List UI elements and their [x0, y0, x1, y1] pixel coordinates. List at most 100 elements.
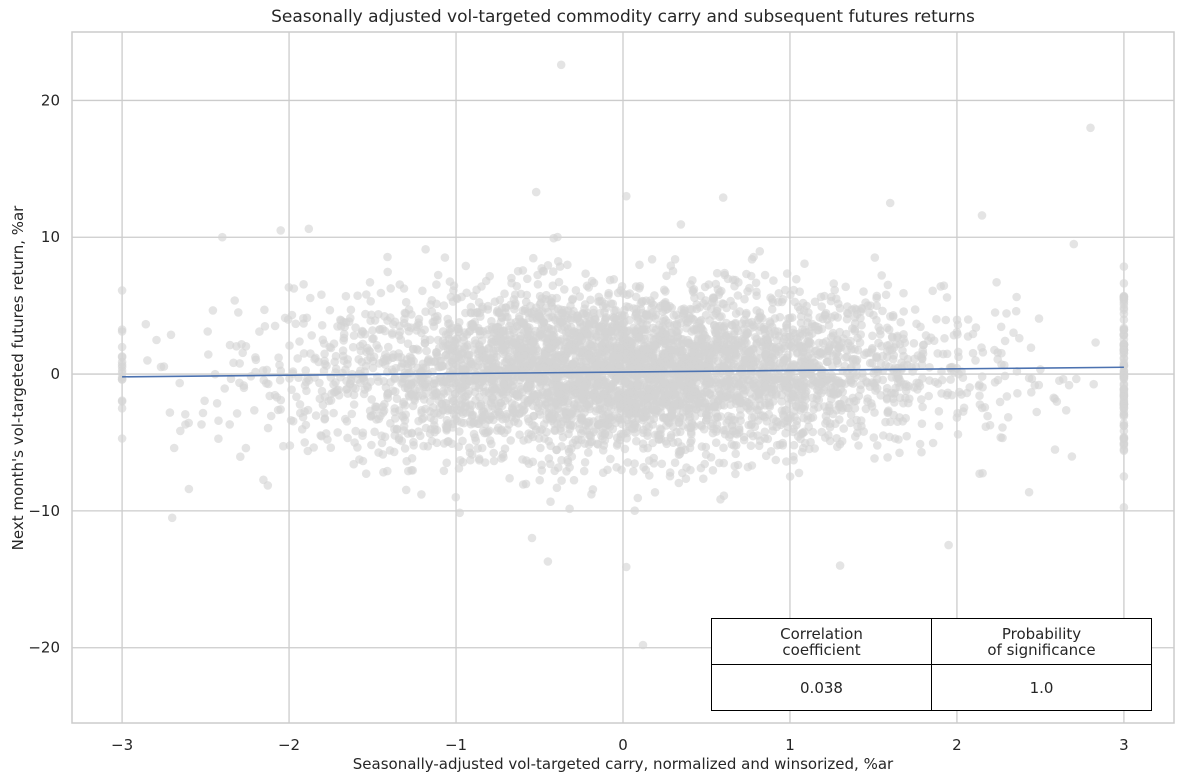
scatter-point-3964	[604, 358, 614, 368]
scatter-point-3732	[632, 423, 642, 432]
scatter-point-4384	[642, 381, 652, 391]
scatter-point-4589	[1119, 390, 1129, 400]
scatter-point-3575	[963, 315, 973, 324]
scatter-point-3764	[719, 299, 728, 309]
scatter-point-2166	[301, 366, 311, 375]
scatter-point-4446	[527, 309, 537, 319]
scatter-point-4382	[830, 340, 839, 349]
scatter-point-3909	[389, 320, 398, 329]
scatter-point-3579	[280, 313, 290, 323]
scatter-point-4365	[675, 449, 685, 459]
scatter-point-4109	[688, 286, 697, 295]
scatter-point-4343	[530, 352, 539, 362]
scatter-point-4599	[117, 397, 127, 406]
scatter-point-3910	[946, 365, 956, 375]
scatter-point-4060	[763, 374, 773, 383]
scatter-point-3759	[518, 480, 528, 489]
scatter-point-4291	[702, 341, 711, 351]
scatter-point-4239	[909, 339, 919, 348]
scatter-point-4318	[460, 402, 470, 412]
scatter-point-4468	[566, 340, 576, 350]
scatter-point-3781	[730, 461, 740, 471]
scatter-point-3697	[686, 423, 695, 432]
scatter-point-4483	[517, 372, 527, 382]
scatter-point-196	[1050, 445, 1060, 454]
scatter-point-2301	[448, 297, 458, 306]
scatter-point-2854	[767, 305, 777, 314]
scatter-point-4002	[288, 416, 298, 426]
scatter-point-1373	[383, 267, 393, 277]
scatter-point-3411	[298, 412, 308, 422]
scatter-point-853	[751, 278, 761, 288]
scatter-point-1480	[883, 453, 892, 462]
scatter-point-394	[868, 331, 877, 341]
scatter-point-4454	[832, 294, 841, 304]
scatter-point-4229	[613, 374, 622, 384]
scatter-point-4269	[499, 326, 509, 336]
scatter-point-4150	[901, 386, 911, 396]
scatter-point-718	[203, 327, 212, 336]
scatter-point-2323	[995, 397, 1005, 407]
scatter-point-4550	[1119, 262, 1129, 271]
scatter-point-2807	[303, 405, 313, 415]
scatter-point-2409	[687, 436, 696, 445]
scatter-point-4271	[482, 428, 491, 438]
scatter-point-451	[1000, 336, 1010, 346]
scatter-point-4043	[779, 355, 789, 365]
scatter-point-94	[500, 289, 509, 299]
scatter-point-3717	[407, 466, 416, 475]
scatter-point-4267	[457, 387, 467, 397]
scatter-point-3951	[679, 353, 688, 362]
scatter-point-4594	[117, 362, 127, 372]
scatter-point-4464	[322, 361, 331, 370]
scatter-point-3834	[899, 398, 908, 408]
scatter-point-4138	[609, 351, 618, 361]
scatter-point-4137	[454, 442, 464, 452]
scatter-point-4502	[1119, 503, 1129, 512]
stats-header-probability-line2: of significance	[987, 640, 1096, 659]
scatter-point-1170	[855, 338, 865, 348]
scatter-point-3072	[742, 269, 751, 279]
scatter-point-2638	[1027, 388, 1036, 397]
scatter-point-3601	[432, 299, 441, 309]
scatter-point-3962	[694, 318, 704, 328]
scatter-point-3023	[895, 448, 904, 458]
scatter-point-4320	[724, 333, 734, 342]
scatter-point-3388	[403, 339, 413, 349]
y-axis-label: Next month's vol-targeted futures return…	[9, 205, 27, 551]
scatter-point-3954	[786, 372, 796, 382]
scatter-point-3847	[485, 271, 495, 281]
scatter-point-3047	[383, 466, 392, 476]
scatter-point-4597	[117, 327, 127, 336]
scatter-point-2351	[1000, 360, 1009, 370]
scatter-point-4381	[779, 377, 789, 387]
scatter-point-4393	[654, 434, 664, 444]
scatter-point-3800	[405, 352, 415, 362]
scatter-point-838	[841, 282, 850, 292]
scatter-point-3874	[354, 355, 364, 364]
scatter-point-2674	[439, 466, 449, 476]
scatter-point-4013	[666, 430, 676, 440]
scatter-point-2127	[523, 274, 532, 284]
scatter-point-4332	[318, 335, 328, 345]
scatter-point-4398	[447, 394, 457, 403]
scatter-point-25	[560, 285, 569, 294]
scatter-point-3347	[181, 420, 190, 429]
scatter-point-2958	[830, 285, 839, 295]
scatter-point-3218	[375, 359, 384, 368]
scatter-point-1954	[326, 443, 336, 453]
scatter-point-3159	[749, 252, 758, 262]
scatter-point-4200	[835, 304, 845, 313]
scatter-point-384	[872, 301, 881, 311]
scatter-point-1526	[829, 279, 838, 288]
scatter-point-3258	[515, 430, 524, 440]
scatter-point-4485	[632, 406, 641, 415]
scatter-point-2318	[356, 366, 365, 376]
scatter-point-3849	[734, 423, 744, 433]
scatter-point-3918	[439, 301, 449, 310]
scatter-point-4326	[742, 355, 751, 365]
scatter-point-3787	[534, 434, 544, 443]
scatter-point-3620	[797, 447, 807, 457]
scatter-point-4421	[952, 327, 962, 337]
